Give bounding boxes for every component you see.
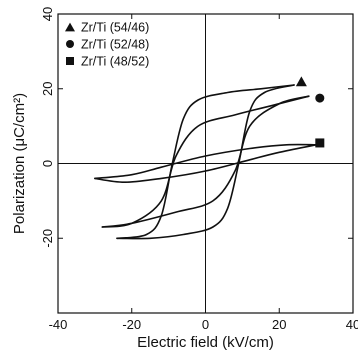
x-tick-label: 40 xyxy=(346,317,358,332)
series-loop-circle xyxy=(101,95,310,228)
loop-lower-branch xyxy=(116,84,295,240)
hysteresis-loops xyxy=(94,84,317,240)
loop-lower-branch xyxy=(101,95,310,228)
y-tick-label: -20 xyxy=(40,229,55,248)
y-tick-label: 20 xyxy=(40,82,55,96)
series-loop-triangle xyxy=(116,84,295,240)
x-tick-label: -40 xyxy=(49,317,68,332)
y-tick-label: 40 xyxy=(40,7,55,21)
legend: Zr/Ti (54/46) Zr/Ti (52/48) Zr/Ti (48/52) xyxy=(65,21,149,69)
y-tick-label: 0 xyxy=(40,160,55,167)
legend-square-symbol xyxy=(66,57,74,65)
x-tick-label: 20 xyxy=(272,317,286,332)
loop-upper-branch xyxy=(94,143,317,180)
legend-label: Zr/Ti (52/48) xyxy=(81,38,149,52)
legend-label: Zr/Ti (54/46) xyxy=(81,21,149,35)
triangle-marker xyxy=(295,76,307,87)
y-axis-title: Polarization (μC/cm²) xyxy=(11,93,28,234)
square-marker xyxy=(315,138,325,148)
x-tick-label: -20 xyxy=(122,317,141,332)
legend-label: Zr/Ti (48/52) xyxy=(81,55,149,69)
loop-lower-branch xyxy=(94,144,317,183)
series-end-markers xyxy=(295,76,325,148)
x-tick-label: 0 xyxy=(202,317,209,332)
circle-marker xyxy=(315,93,325,103)
x-axis-title: Electric field (kV/cm) xyxy=(137,334,274,351)
axis-group: -40 -20 0 20 40 -20 0 20 40 xyxy=(40,7,358,332)
series-loop-square xyxy=(94,143,317,183)
loop-upper-branch xyxy=(116,84,295,240)
legend-circle-symbol xyxy=(66,40,74,48)
legend-triangle-symbol xyxy=(65,22,75,32)
